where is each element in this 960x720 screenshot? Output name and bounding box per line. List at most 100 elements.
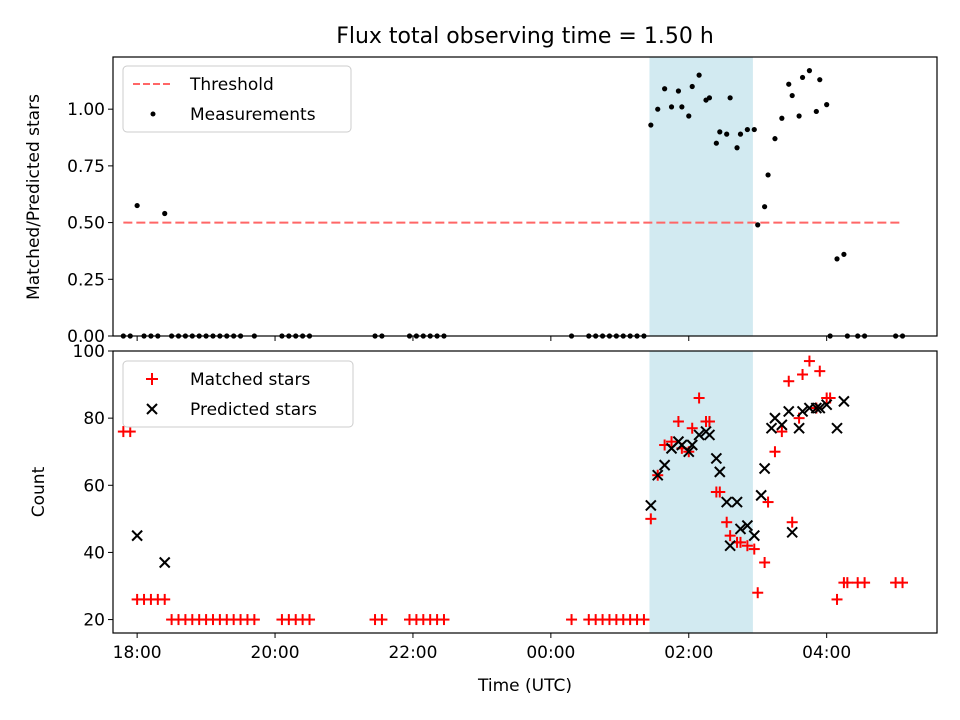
measurements-point [817,77,823,83]
top-y-tick-label: 0.25 [67,270,105,290]
matched-stars-point [814,365,826,377]
bottom-y-tick-label: 60 [83,476,105,496]
matched-stars-point [672,416,684,427]
matched-stars-point [859,577,871,589]
measurements-point [134,202,140,209]
matched-stars-point [304,614,316,626]
matched-stars-point [721,516,733,528]
predicted-stars-point [783,405,795,418]
predicted-stars-point [683,446,695,458]
measurements-point [689,83,695,90]
matched-stars-point [638,614,650,626]
measurements-point [744,126,750,133]
matched-stars-point [686,422,698,434]
predicted-stars-point [820,399,833,411]
matched-stars-point [376,614,388,626]
measurements-point [751,126,757,133]
measurements-point [737,131,744,137]
x-tick-label: 22:00 [388,643,437,663]
predicted-legend-marker [146,403,158,415]
measurements-point [717,129,723,135]
measurements-point [841,251,847,257]
matched-stars-point [769,446,781,458]
measurements-point [786,81,792,87]
bottom-legend: Matched stars Predicted stars [122,360,354,428]
matched-stars-point [783,375,795,387]
measurements-point [668,104,675,110]
measurements-point [762,204,768,210]
predicted-stars-point [652,469,664,481]
top-y-tick-label: 1.00 [67,100,105,120]
matched-stars-point [897,577,909,589]
predicted-stars-point [693,429,705,441]
threshold-legend-label: Threshold [189,75,274,95]
predicted-stars-point [786,526,798,538]
measurements-point [799,74,806,81]
measurements-point [813,108,819,115]
matched-stars-point [759,557,771,568]
measurements-point [796,113,802,119]
predicted-stars-point [831,422,843,434]
matched-stars-point [724,530,736,542]
measurements-point [834,256,840,262]
predicted-stars-point [796,405,809,418]
top-y-axis-label: Matched/Predicted stars [24,94,44,300]
bottom-y-tick-label: 20 [83,611,105,631]
matched-stars-point [645,513,657,525]
matched-stars-point [124,426,136,438]
measurements-point [713,140,719,146]
top-observing-span [649,57,753,336]
matched-stars-point [693,392,705,404]
top-legend: Threshold Measurements [122,65,352,133]
measurements-point [662,86,668,92]
measurements-point [734,145,740,151]
matched-stars-point [776,426,788,438]
predicted-stars-point [810,402,823,414]
predicted-stars-point [755,489,767,502]
x-tick-label: 02:00 [664,643,713,663]
predicted-stars-point [131,529,143,542]
predicted-stars-point [645,499,657,512]
predicted-stars-point [731,496,743,508]
matched-stars-point [803,355,815,367]
bottom-y-tick-label: 80 [83,409,105,429]
matched-stars-point [762,496,774,508]
predicted-stars-point [793,422,805,434]
measurements-point [696,72,702,78]
bottom-axes-frame [112,350,938,634]
top-y-tick-label: 0.50 [67,214,105,234]
matched-stars-point [703,416,715,427]
chart-title: Flux total observing time = 1.50 h [336,24,714,49]
measurements-point [706,95,713,101]
measurements-point [755,222,761,228]
matched-legend-label: Matched stars [190,370,310,390]
bottom-observing-span [649,351,753,633]
bottom-panel: 20 40 60 80 100 18:00 20:00 22:00 00:00 02:00 04:… [29,342,938,696]
matched-stars-point [438,614,450,626]
bottom-y-tick-label: 100 [73,342,105,362]
measurements-point [765,172,771,178]
measurements-point [824,102,830,108]
predicted-stars-point [765,422,778,434]
top-y-tick-label: 0.00 [67,327,105,347]
predicted-stars-point [724,540,736,552]
measurements-point [789,92,795,99]
measurements-legend-label: Measurements [190,105,316,125]
measurements-point [679,104,685,110]
matched-stars-point [797,369,809,380]
top-legend-box [122,65,352,133]
measurements-point [648,122,654,128]
matched-stars-point [566,614,578,626]
measurements-point [727,95,733,101]
predicted-stars-point [748,529,760,542]
top-panel: 0.00 0.25 0.50 0.75 1.00 Matched/Predicted s… [24,56,938,347]
matched-legend-marker [146,373,158,385]
measurements-point [162,210,168,217]
x-tick-label: 20:00 [251,643,300,663]
measurements-point [655,106,661,112]
top-y-tick-label: 0.75 [67,157,105,177]
predicted-stars-point [758,462,771,475]
x-tick-label: 18:00 [113,643,162,663]
measurements-point [724,131,730,137]
